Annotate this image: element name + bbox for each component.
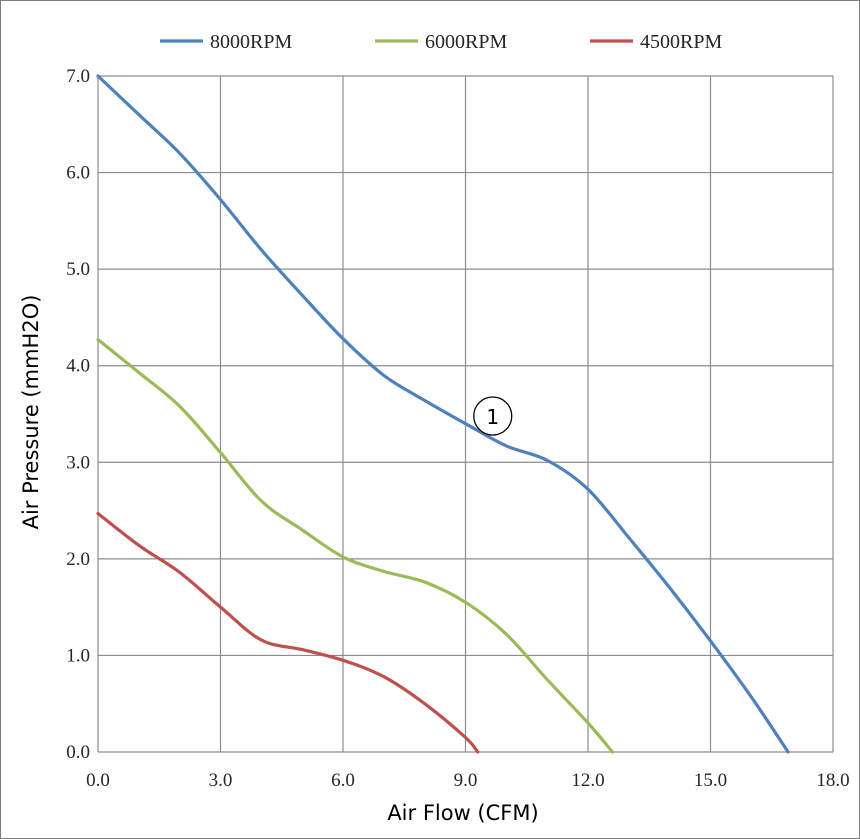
y-tick-label: 3.0 [66,452,90,473]
y-tick-label: 1.0 [66,645,90,666]
series-line-6000rpm [96,338,615,754]
y-tick-label: 0.0 [66,742,90,763]
x-tick-label: 12.0 [571,770,604,791]
legend-label: 6000RPM [425,31,507,53]
annotation-label: 1 [486,405,499,429]
y-tick-labels: 0.0 1.0 2.0 3.0 4.0 5.0 6.0 7.0 [66,66,90,763]
x-tick-label: 9.0 [454,770,478,791]
x-tick-labels: 0.0 3.0 6.0 9.0 12.0 15.0 18.0 [86,770,850,791]
x-tick-label: 15.0 [694,770,727,791]
series-line-4500rpm [96,511,480,754]
y-tick-label: 2.0 [66,549,90,570]
series-line-8000rpm [96,74,790,754]
x-tick-label: 3.0 [209,770,233,791]
x-axis-title: Air Flow (CFM) [387,801,538,825]
grid [97,75,834,753]
legend: 8000RPM 6000RPM 4500RPM [160,31,722,53]
annotation-circle [473,396,513,436]
series-lines [96,74,790,754]
x-tick-label: 0.0 [86,770,110,791]
y-tick-label: 5.0 [66,259,90,280]
legend-label: 8000RPM [210,31,292,53]
y-tick-label: 7.0 [66,66,90,87]
y-tick-label: 6.0 [66,163,90,184]
x-tick-label: 6.0 [331,770,355,791]
y-tick-label: 4.0 [66,356,90,377]
legend-label: 4500RPM [640,31,722,53]
x-tick-label: 18.0 [816,770,849,791]
annotation-marker: 1 [473,396,513,436]
y-axis-title: Air Pressure (mmH2O) [19,295,43,530]
